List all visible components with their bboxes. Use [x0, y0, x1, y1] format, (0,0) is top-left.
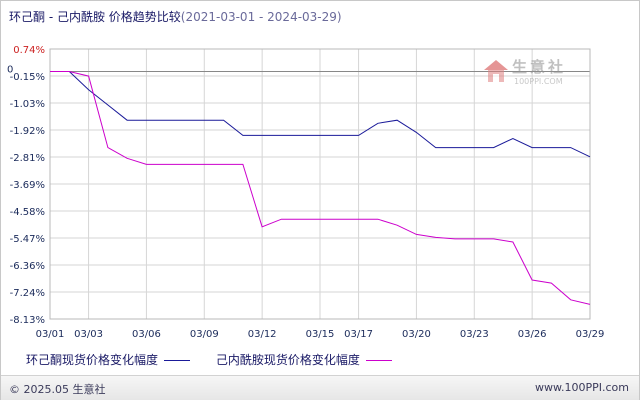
x-tick-label: 03/09 [190, 329, 219, 340]
x-tick-label: 03/29 [576, 329, 605, 340]
y-tick-label: -8.13% [10, 315, 45, 326]
x-tick-label: 03/03 [74, 329, 103, 340]
y-tick-label: -0.15% [10, 72, 45, 83]
x-tick-label: 03/20 [402, 329, 431, 340]
x-tick-label: 03/01 [36, 329, 65, 340]
x-tick-label: 03/23 [460, 329, 489, 340]
y-tick-label: -7.24% [10, 288, 45, 299]
x-tick-label: 03/17 [344, 329, 373, 340]
watermark: 生意社 100PPI.COM [482, 55, 582, 95]
x-tick-label: 03/26 [518, 329, 547, 340]
legend-item-caprolactam: 己内酰胺现货价格变化幅度 [216, 351, 392, 368]
x-tick-label: 03/15 [306, 329, 335, 340]
zero-label: 0 [7, 65, 13, 76]
series-line-caprolactam [50, 71, 591, 305]
y-tick-label: -4.58% [10, 207, 45, 218]
y-tick-label: -1.03% [10, 99, 45, 110]
watermark-text: 生意社 [512, 58, 567, 76]
y-tick-label: -1.92% [10, 126, 45, 137]
watermark-url: 100PPI.COM [514, 77, 563, 86]
y-tick-label: -5.47% [10, 234, 45, 245]
y-tick-label: -2.81% [10, 153, 45, 164]
legend-item-cyclohexanone: 环己酮现货价格变化幅度 [26, 351, 191, 368]
chart-title: 环己酮 - 己内酰胺 价格趋势比较(2021-03-01 - 2024-03-2… [9, 10, 342, 24]
series-line-cyclohexanone [50, 71, 591, 158]
footer-site-link[interactable]: www.100PPI.com [535, 381, 629, 394]
x-tick-label: 03/12 [248, 329, 277, 340]
y-tick-label: 0.74% [13, 45, 45, 56]
date-range: (2021-03-01 - 2024-03-29) [180, 10, 342, 24]
plot-area [49, 48, 591, 320]
y-tick-label: -6.36% [10, 261, 45, 272]
house-logo-icon [484, 60, 508, 82]
y-tick-label: -3.69% [10, 180, 45, 191]
footer: © 2025.05 生意社 www.100PPI.com [1, 375, 639, 400]
footer-copyright: © 2025.05 生意社 [9, 383, 106, 396]
x-tick-label: 03/06 [132, 329, 161, 340]
legend: 环己酮现货价格变化幅度 己内酰胺现货价格变化幅度 [26, 351, 414, 368]
